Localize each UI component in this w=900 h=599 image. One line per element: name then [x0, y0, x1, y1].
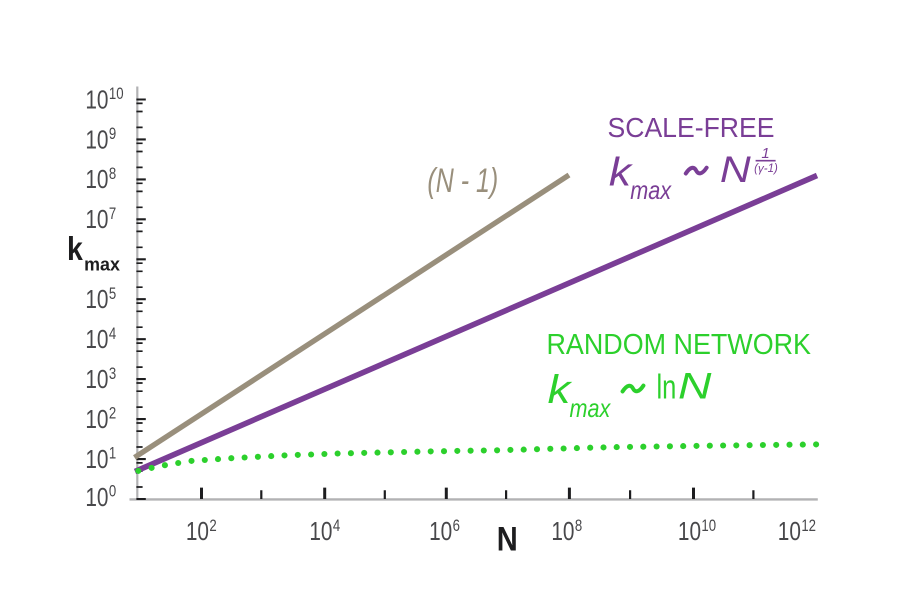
svg-text:(N - 1): (N - 1) — [427, 162, 498, 200]
svg-text:N: N — [678, 365, 712, 407]
svg-text:SCALE-FREE: SCALE-FREE — [608, 112, 775, 143]
svg-text:N: N — [720, 150, 751, 191]
svg-text:max: max — [570, 394, 612, 423]
svg-text:max: max — [630, 176, 672, 205]
svg-text:k: k — [548, 368, 573, 413]
svg-text:N: N — [497, 519, 518, 558]
svg-text:k: k — [609, 149, 633, 193]
svg-text:k: k — [67, 230, 84, 267]
svg-text:max: max — [84, 254, 120, 274]
svg-text:ln: ln — [657, 369, 677, 406]
svg-text:1: 1 — [761, 145, 769, 162]
svg-text:RANDOM NETWORK: RANDOM NETWORK — [547, 329, 812, 361]
svg-text:(γ-1): (γ-1) — [754, 163, 778, 175]
